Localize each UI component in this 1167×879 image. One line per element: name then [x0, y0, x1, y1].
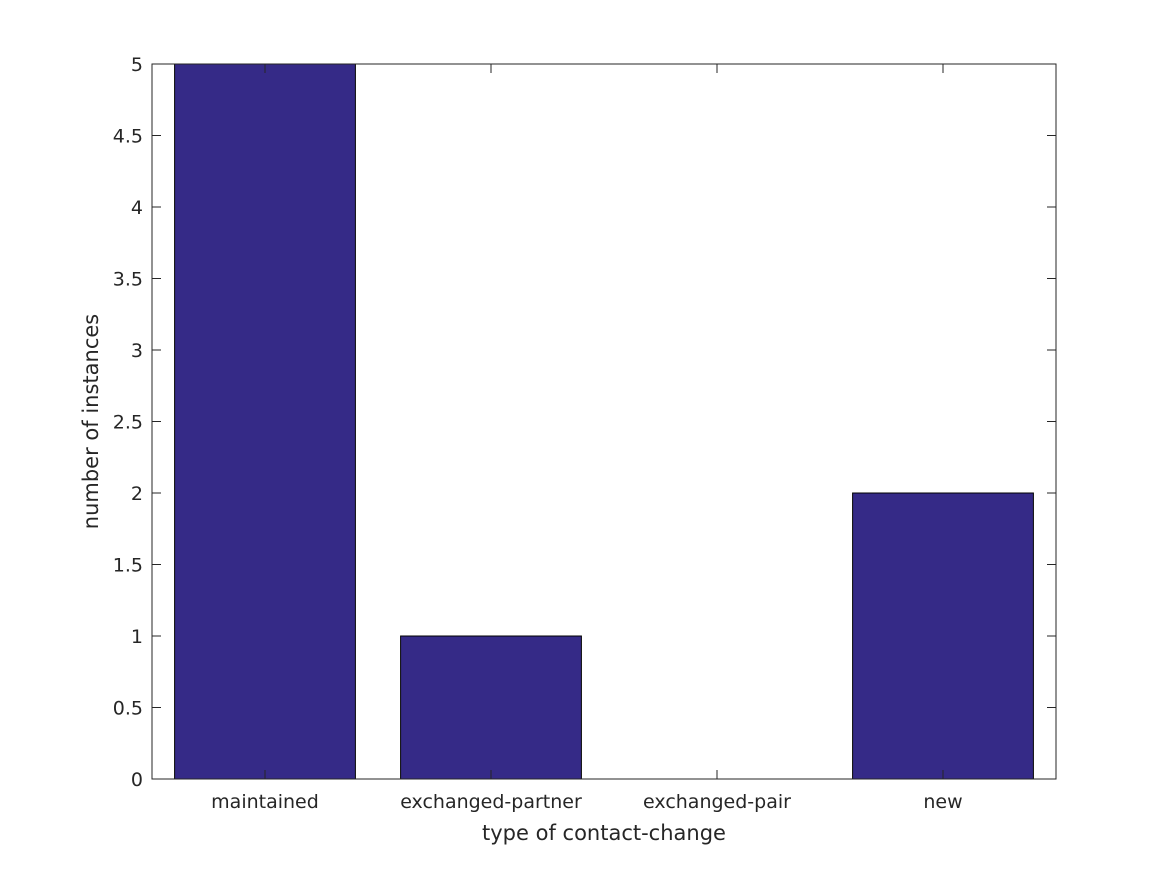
- bar-exchanged-partner: [400, 635, 582, 780]
- y-tick-label: 2: [131, 483, 143, 505]
- x-axis-ticks: maintained exchanged-partner exchanged-pai…: [211, 64, 963, 813]
- x-tick-label: exchanged-partner: [400, 791, 582, 813]
- y-tick-label: 5: [131, 54, 143, 76]
- y-tick-label: 0: [131, 769, 143, 791]
- y-tick-label: 1: [131, 626, 143, 648]
- y-tick-label: 1.5: [113, 555, 143, 577]
- x-tick-label: maintained: [211, 791, 319, 813]
- y-tick-label: 4.5: [113, 126, 143, 148]
- y-tick-label: 3: [131, 340, 143, 362]
- y-tick-label: 0.5: [113, 698, 143, 720]
- bar-new: [852, 492, 1034, 780]
- y-tick-label: 2.5: [113, 412, 143, 434]
- y-tick-label: 4: [131, 197, 143, 219]
- x-axis-label: type of contact-change: [482, 821, 726, 845]
- y-axis-ticks: 0 0.5 1 1.5 2 2.5 3 3.5 4 4.5 5: [113, 54, 1056, 791]
- bar-maintained: [174, 63, 356, 780]
- bars-layer: [174, 63, 1034, 780]
- x-tick-label: exchanged-pair: [643, 791, 791, 813]
- x-tick-label: new: [923, 791, 962, 813]
- y-tick-label: 3.5: [113, 269, 143, 291]
- y-axis-label: number of instances: [79, 314, 103, 529]
